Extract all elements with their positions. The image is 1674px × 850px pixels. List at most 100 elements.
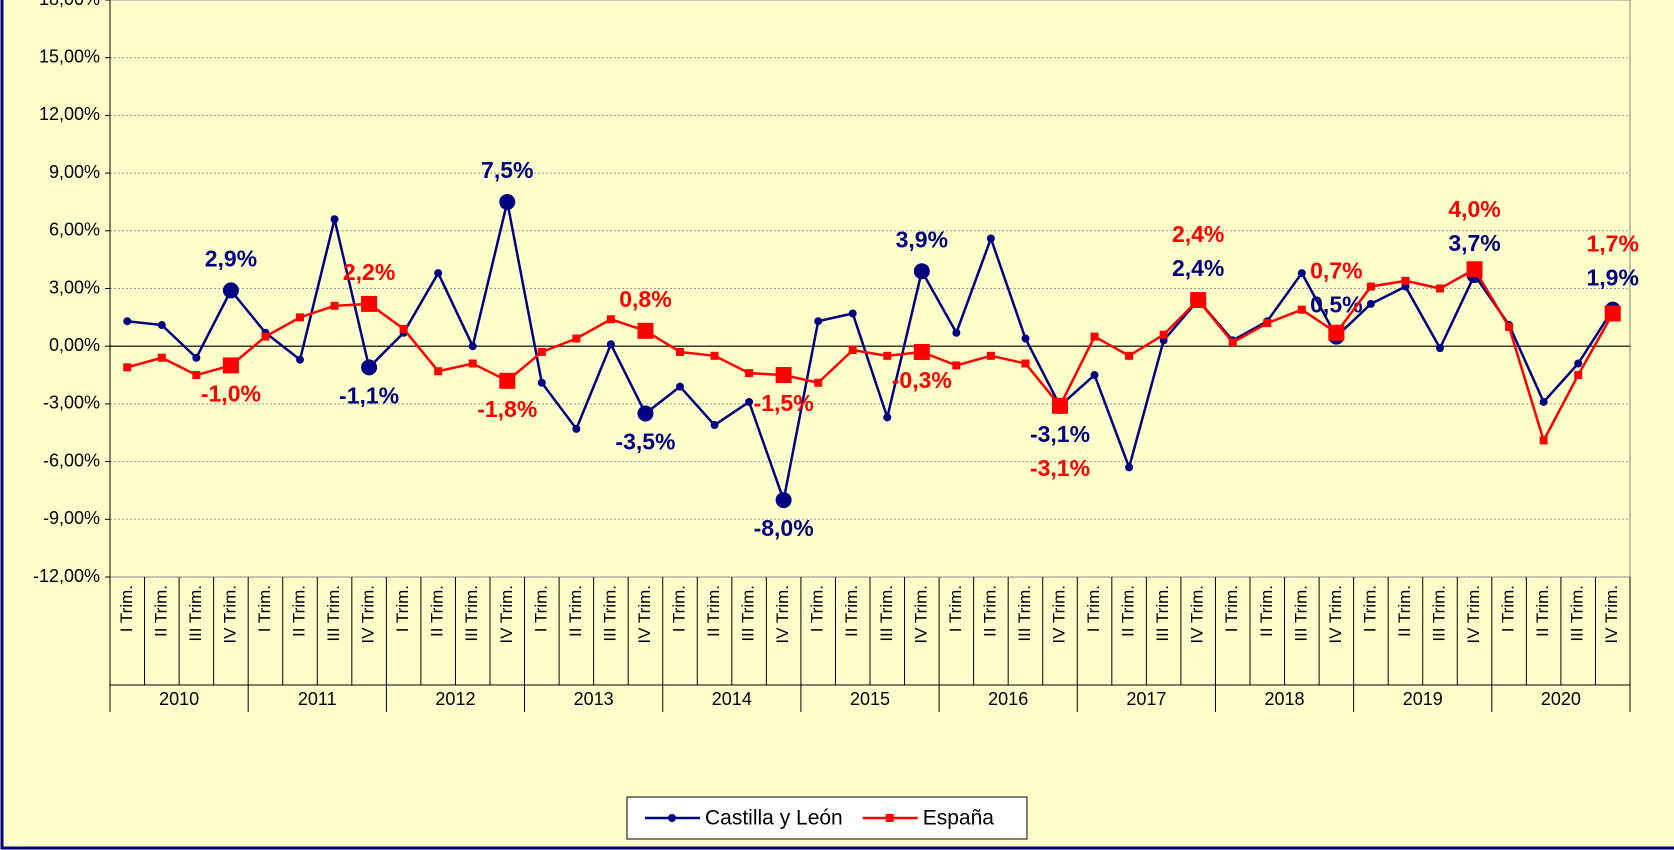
point-marker	[1125, 463, 1134, 472]
point-marker	[330, 215, 339, 224]
legend-marker	[668, 814, 676, 822]
x-tick-label: III Trim.	[739, 585, 758, 642]
year-label: 2012	[435, 689, 475, 709]
data-label: 0,7%	[1310, 258, 1362, 284]
point-marker	[361, 359, 378, 376]
point-marker	[296, 355, 304, 364]
year-label: 2013	[574, 689, 614, 709]
point-marker	[399, 324, 408, 333]
point-marker	[952, 361, 961, 370]
x-tick-label: IV Trim.	[1049, 585, 1068, 644]
legend-label: Castilla y León	[705, 807, 843, 830]
point-marker	[1125, 351, 1134, 360]
x-tick-label: I Trim.	[255, 585, 274, 632]
point-marker	[1328, 324, 1345, 341]
data-label: 0,5%	[1310, 292, 1362, 318]
point-marker	[1297, 305, 1306, 314]
data-label: -1,1%	[339, 382, 399, 408]
data-label: 2,9%	[205, 246, 257, 272]
point-marker	[1574, 371, 1583, 380]
year-label: 2010	[159, 689, 199, 709]
x-tick-label: II Trim.	[1533, 585, 1552, 637]
x-tick-label: II Trim.	[704, 585, 723, 637]
point-marker	[745, 397, 754, 406]
year-label: 2011	[298, 689, 337, 709]
y-tick-label: -6,00%	[43, 450, 100, 470]
point-marker	[123, 317, 132, 326]
data-label: -1,5%	[754, 390, 814, 416]
point-marker	[710, 351, 719, 360]
point-marker	[606, 315, 615, 324]
x-tick-label: II Trim.	[151, 585, 170, 637]
year-label: 2020	[1541, 689, 1581, 709]
point-marker	[1021, 334, 1030, 343]
data-label: 2,4%	[1172, 255, 1224, 281]
data-label: -3,1%	[1030, 421, 1090, 447]
point-marker	[1159, 330, 1168, 339]
data-label: -0,3%	[892, 367, 952, 393]
point-marker	[1539, 436, 1548, 445]
point-marker	[537, 347, 546, 356]
point-marker	[913, 343, 930, 360]
point-marker	[330, 301, 339, 310]
x-tick-label: III Trim.	[877, 585, 896, 642]
point-marker	[1190, 292, 1207, 309]
point-marker	[745, 369, 754, 378]
data-label: -3,5%	[615, 429, 675, 455]
point-marker	[676, 347, 684, 356]
point-marker	[1539, 397, 1548, 406]
x-tick-label: IV Trim.	[359, 585, 378, 644]
point-marker	[814, 317, 823, 326]
point-marker	[1021, 359, 1030, 368]
y-tick-label: -3,00%	[43, 393, 100, 413]
point-marker	[1228, 338, 1237, 347]
x-tick-label: IV Trim.	[497, 585, 516, 644]
point-marker	[848, 346, 857, 355]
x-tick-label: I Trim.	[1084, 585, 1103, 632]
point-marker	[952, 328, 961, 337]
x-tick-label: IV Trim.	[1602, 585, 1621, 644]
point-marker	[296, 313, 304, 322]
series-line	[127, 201, 1614, 505]
point-marker	[775, 492, 792, 509]
data-label: 2,2%	[343, 259, 395, 285]
point-marker	[1604, 305, 1621, 322]
x-tick-label: II Trim.	[980, 585, 999, 637]
point-marker	[499, 193, 516, 210]
data-label: 3,7%	[1448, 230, 1500, 256]
point-marker	[637, 405, 654, 422]
x-tick-label: III Trim.	[1015, 585, 1034, 642]
point-marker	[913, 263, 930, 280]
point-marker	[261, 332, 270, 341]
x-tick-label: I Trim.	[669, 585, 688, 632]
year-label: 2018	[1265, 689, 1305, 709]
x-tick-label: II Trim.	[428, 585, 447, 637]
x-tick-label: III Trim.	[186, 585, 205, 642]
point-marker	[537, 378, 546, 387]
x-tick-label: III Trim.	[324, 585, 343, 642]
data-label: -8,0%	[754, 515, 814, 541]
y-tick-label: -12,00%	[33, 566, 100, 586]
x-tick-label: III Trim.	[1429, 585, 1448, 642]
year-label: 2014	[712, 689, 752, 709]
point-marker	[1263, 319, 1272, 328]
point-marker	[222, 282, 239, 299]
data-label: -1,8%	[477, 396, 537, 422]
data-label: 4,0%	[1448, 196, 1500, 222]
point-marker	[775, 367, 792, 384]
x-tick-label: I Trim.	[117, 585, 136, 632]
x-tick-label: IV Trim.	[635, 585, 654, 644]
point-marker	[606, 340, 615, 349]
y-tick-label: 0,00%	[49, 335, 100, 355]
point-marker	[192, 371, 201, 380]
x-tick-label: III Trim.	[1153, 585, 1172, 642]
x-tick-label: IV Trim.	[773, 585, 792, 644]
point-marker	[1366, 282, 1375, 291]
point-marker	[434, 367, 443, 376]
point-marker	[986, 234, 995, 243]
data-label: -1,0%	[201, 381, 261, 407]
data-label: 0,8%	[619, 286, 671, 312]
point-marker	[1436, 284, 1444, 293]
point-marker	[637, 322, 654, 339]
point-marker	[676, 382, 684, 391]
